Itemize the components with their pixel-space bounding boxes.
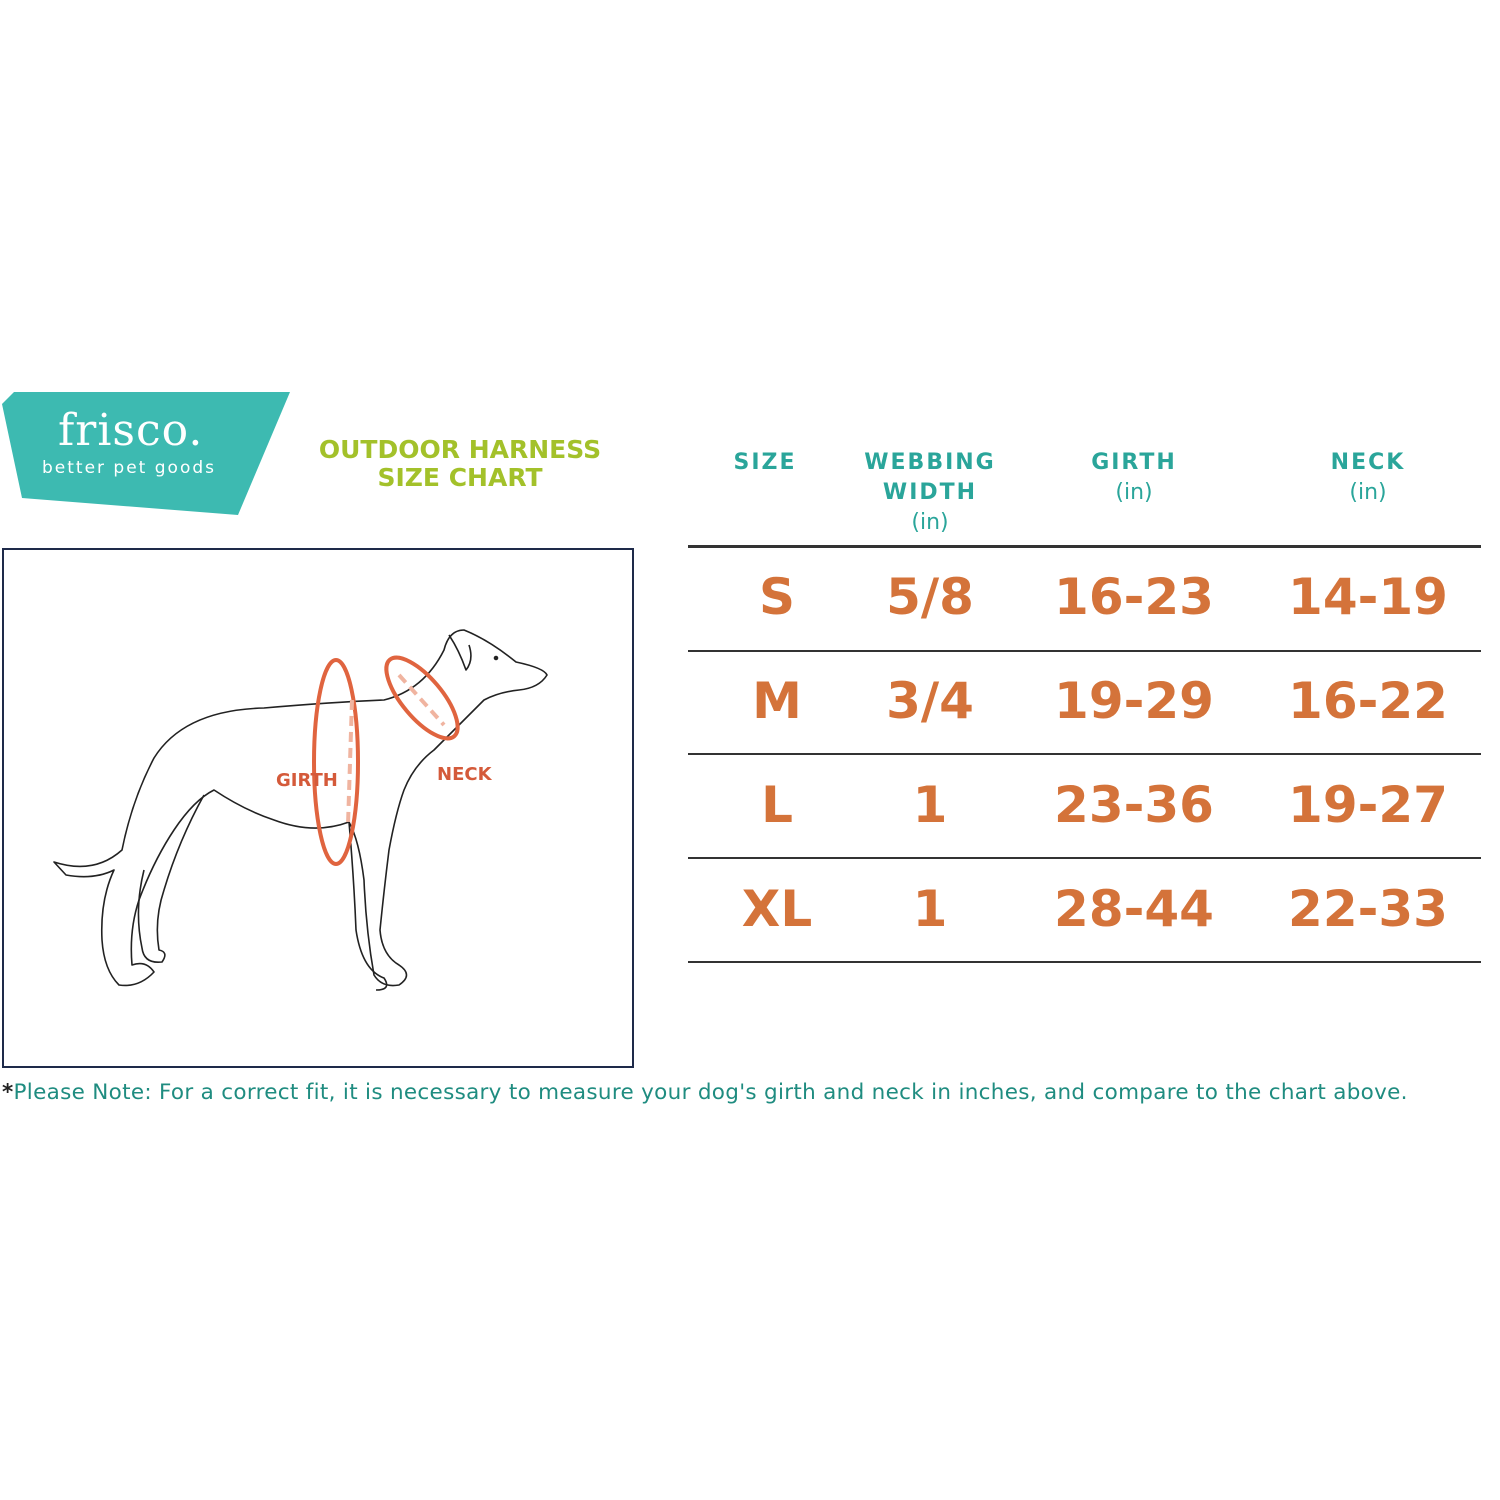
cell-size: L <box>761 776 793 834</box>
cell-webbing-width: 1 <box>912 776 948 834</box>
dog-measure-diagram: GIRTH NECK <box>53 629 548 991</box>
cell-girth: 16-23 <box>1054 568 1214 626</box>
row-divider <box>688 961 1481 963</box>
cell-neck: 14-19 <box>1288 568 1448 626</box>
cell-size: M <box>752 672 802 730</box>
cell-webbing-width: 5/8 <box>886 568 974 626</box>
cell-webbing-width: 3/4 <box>886 672 974 730</box>
logo-tagline: better pet goods <box>42 458 216 478</box>
dog-outline <box>53 629 548 987</box>
cell-girth: 28-44 <box>1054 880 1214 938</box>
row-divider <box>688 650 1481 652</box>
logo-badge <box>2 392 290 515</box>
logo-name: frisco. <box>58 405 204 456</box>
header-webbing-width: WEBBING WIDTH (in) <box>864 450 996 535</box>
cell-size: S <box>758 568 795 626</box>
frisco-logo <box>0 390 292 516</box>
title-line-2: SIZE CHART <box>377 463 543 492</box>
cell-neck: 22-33 <box>1288 880 1448 938</box>
header-girth: GIRTH (in) <box>1091 450 1177 505</box>
title-line-1: OUTDOOR HARNESS <box>318 435 602 464</box>
girth-label: GIRTH <box>276 770 338 791</box>
cell-girth: 23-36 <box>1054 776 1214 834</box>
fit-note: *Please Note: For a correct fit, it is n… <box>2 1080 1408 1105</box>
girth-loop <box>312 658 360 866</box>
chart-title: OUTDOOR HARNESS SIZE CHART <box>300 436 620 492</box>
neck-loop <box>384 655 460 741</box>
neck-label: NECK <box>437 764 493 785</box>
cell-neck: 16-22 <box>1288 672 1448 730</box>
dog-illustration: GIRTH NECK <box>2 548 634 1068</box>
row-divider <box>688 753 1481 755</box>
cell-girth: 19-29 <box>1054 672 1214 730</box>
cell-webbing-width: 1 <box>912 880 948 938</box>
header-size: SIZE <box>733 450 797 475</box>
header-divider <box>688 545 1481 548</box>
cell-neck: 19-27 <box>1288 776 1448 834</box>
row-divider <box>688 857 1481 859</box>
header-neck: NECK (in) <box>1330 450 1406 505</box>
cell-size: XL <box>741 880 813 938</box>
